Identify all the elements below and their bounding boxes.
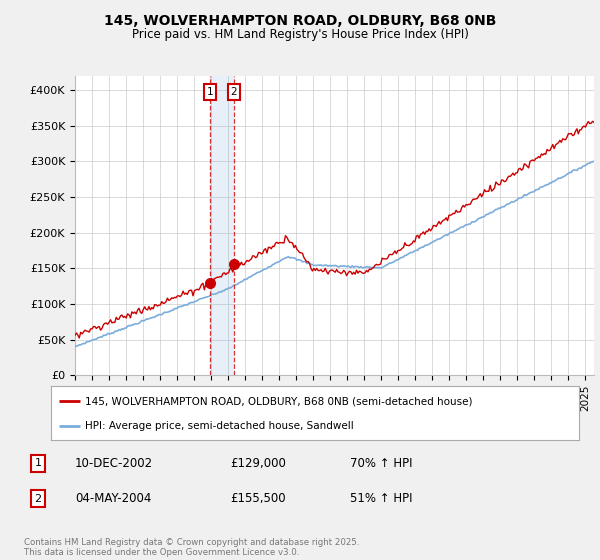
Text: 51% ↑ HPI: 51% ↑ HPI [350, 492, 413, 505]
Text: 2: 2 [230, 87, 237, 97]
Text: HPI: Average price, semi-detached house, Sandwell: HPI: Average price, semi-detached house,… [85, 421, 354, 431]
Text: 145, WOLVERHAMPTON ROAD, OLDBURY, B68 0NB: 145, WOLVERHAMPTON ROAD, OLDBURY, B68 0N… [104, 14, 496, 28]
Text: 10-DEC-2002: 10-DEC-2002 [75, 457, 153, 470]
Text: 2: 2 [34, 493, 41, 503]
Text: 145, WOLVERHAMPTON ROAD, OLDBURY, B68 0NB (semi-detached house): 145, WOLVERHAMPTON ROAD, OLDBURY, B68 0N… [85, 396, 473, 407]
Bar [210, 76, 234, 375]
Text: 70% ↑ HPI: 70% ↑ HPI [350, 457, 413, 470]
Text: £129,000: £129,000 [230, 457, 286, 470]
Text: 1: 1 [207, 87, 214, 97]
Text: 1: 1 [35, 458, 41, 468]
Text: 04-MAY-2004: 04-MAY-2004 [75, 492, 151, 505]
Text: Contains HM Land Registry data © Crown copyright and database right 2025.
This d: Contains HM Land Registry data © Crown c… [24, 538, 359, 557]
Text: Price paid vs. HM Land Registry's House Price Index (HPI): Price paid vs. HM Land Registry's House … [131, 28, 469, 41]
Text: £155,500: £155,500 [230, 492, 286, 505]
